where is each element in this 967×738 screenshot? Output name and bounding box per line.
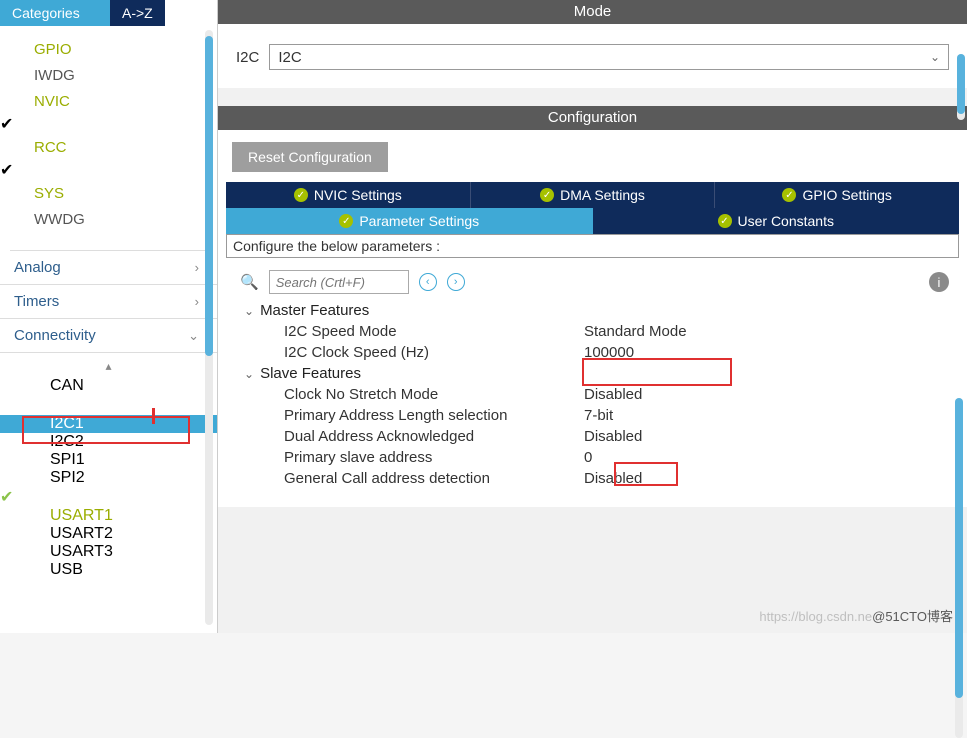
param-value: Disabled bbox=[584, 470, 642, 487]
chevron-down-icon: ⌄ bbox=[244, 304, 254, 318]
sidebar-scrollbar[interactable] bbox=[205, 30, 213, 625]
chevron-right-icon: › bbox=[195, 260, 199, 275]
group-analog[interactable]: Analog› bbox=[0, 251, 217, 285]
sidebar-item-rcc[interactable]: RCC bbox=[0, 134, 217, 160]
mode-label: I2C bbox=[236, 49, 259, 66]
param-key: Clock No Stretch Mode bbox=[284, 386, 584, 403]
check-icon: ✔ bbox=[0, 116, 13, 133]
sidebar-tabs: Categories A->Z bbox=[0, 0, 217, 26]
param-key: General Call address detection bbox=[284, 470, 584, 487]
param-key: Primary Address Length selection bbox=[284, 407, 584, 424]
mode-body: I2C I2C ⌄ bbox=[218, 24, 967, 88]
check-icon: ✔ bbox=[0, 162, 13, 179]
main-panel: Mode I2C I2C ⌄ Configuration Reset Confi… bbox=[218, 0, 967, 633]
chevron-down-icon: ⌄ bbox=[244, 367, 254, 381]
configuration-body: Reset Configuration NVIC SettingsDMA Set… bbox=[218, 130, 967, 507]
param-row[interactable]: Clock No Stretch ModeDisabled bbox=[244, 384, 949, 405]
chevron-down-icon: ⌄ bbox=[930, 50, 940, 64]
sidebar-item-can[interactable]: CAN bbox=[0, 377, 217, 395]
ok-icon bbox=[339, 214, 353, 228]
tab-parameter-settings[interactable]: Parameter Settings bbox=[226, 208, 593, 234]
param-row[interactable]: General Call address detectionDisabled bbox=[244, 468, 949, 489]
param-value: 7-bit bbox=[584, 407, 613, 424]
param-row[interactable]: Primary slave address0 bbox=[244, 447, 949, 468]
param-value: Disabled bbox=[584, 386, 642, 403]
sidebar-item-i2c2[interactable]: I2C2 bbox=[0, 433, 217, 451]
param-value: 100000 bbox=[584, 344, 634, 361]
configuration-header: Configuration bbox=[218, 106, 967, 130]
mode-header: Mode bbox=[218, 0, 967, 24]
mode-select-value: I2C bbox=[278, 49, 301, 66]
sidebar-item-nvic[interactable]: NVIC bbox=[0, 88, 217, 114]
param-group-slave-features[interactable]: ⌄Slave Features bbox=[244, 363, 949, 384]
core-list: GPIOIWDGNVIC✔RCC✔SYSWWDG bbox=[0, 26, 217, 232]
tab-nvic-settings[interactable]: NVIC Settings bbox=[226, 182, 471, 208]
sidebar-item-gpio[interactable]: GPIO bbox=[0, 36, 217, 62]
sidebar-item-wwdg[interactable]: WWDG bbox=[0, 206, 217, 232]
param-value: Disabled bbox=[584, 428, 642, 445]
ok-icon bbox=[294, 188, 308, 202]
check-icon: ✔ bbox=[0, 489, 13, 506]
tab-dma-settings[interactable]: DMA Settings bbox=[471, 182, 716, 208]
connectivity-list: ▴ CAN✔I2C1I2C2SPI1SPI2✔USART1USART2USART… bbox=[0, 353, 217, 579]
ok-icon bbox=[718, 214, 732, 228]
tab-categories[interactable]: Categories bbox=[0, 0, 110, 26]
search-prev-icon[interactable]: ‹ bbox=[419, 273, 437, 291]
sidebar-item-usb[interactable]: USB bbox=[0, 561, 217, 579]
tab-user-constants[interactable]: User Constants bbox=[593, 208, 960, 234]
ok-icon bbox=[540, 188, 554, 202]
param-group-master-features[interactable]: ⌄Master Features bbox=[244, 300, 949, 321]
mode-scrollbar[interactable] bbox=[957, 54, 965, 120]
tab-a-to-z[interactable]: A->Z bbox=[110, 0, 165, 26]
reset-configuration-button[interactable]: Reset Configuration bbox=[232, 142, 388, 172]
mode-select[interactable]: I2C ⌄ bbox=[269, 44, 949, 70]
ok-icon bbox=[782, 188, 796, 202]
param-row[interactable]: I2C Speed ModeStandard Mode bbox=[244, 321, 949, 342]
parameter-area: ⌄Master FeaturesI2C Speed ModeStandard M… bbox=[226, 300, 959, 499]
sidebar-item-iwdg[interactable]: IWDG bbox=[0, 62, 217, 88]
config-note: Configure the below parameters : bbox=[226, 234, 959, 258]
param-row[interactable]: Primary Address Length selection7-bit bbox=[244, 405, 949, 426]
param-row[interactable]: I2C Clock Speed (Hz)100000 bbox=[244, 342, 949, 363]
info-icon[interactable]: i bbox=[929, 272, 949, 292]
param-key: Dual Address Acknowledged bbox=[284, 428, 584, 445]
search-next-icon[interactable]: › bbox=[447, 273, 465, 291]
sidebar-item-usart3[interactable]: USART3 bbox=[0, 543, 217, 561]
group-connectivity[interactable]: Connectivity⌄ bbox=[0, 319, 217, 353]
check-icon: ✔ bbox=[0, 397, 13, 414]
search-input[interactable] bbox=[269, 270, 409, 294]
tab-gpio-settings[interactable]: GPIO Settings bbox=[715, 182, 959, 208]
scroll-up-icon[interactable]: ▴ bbox=[0, 359, 217, 377]
config-scrollbar[interactable] bbox=[955, 398, 963, 738]
chevron-down-icon: ⌄ bbox=[188, 328, 199, 344]
param-value: 0 bbox=[584, 449, 592, 466]
sidebar-item-i2c1[interactable]: I2C1 bbox=[0, 415, 217, 433]
sidebar-item-sys[interactable]: SYS bbox=[0, 180, 217, 206]
sidebar-item-spi2[interactable]: SPI2 bbox=[0, 469, 217, 487]
search-icon[interactable]: 🔍 bbox=[240, 273, 259, 291]
config-tabs: NVIC SettingsDMA SettingsGPIO Settings P… bbox=[226, 182, 959, 234]
search-row: 🔍 ‹ › i bbox=[226, 258, 959, 300]
param-key: I2C Speed Mode bbox=[284, 323, 584, 340]
chevron-right-icon: › bbox=[195, 294, 199, 309]
param-value: Standard Mode bbox=[584, 323, 687, 340]
sidebar-item-usart2[interactable]: USART2 bbox=[0, 525, 217, 543]
sidebar-item-usart1[interactable]: USART1 bbox=[0, 507, 217, 525]
sidebar-item-spi1[interactable]: SPI1 bbox=[0, 451, 217, 469]
annotation-tick bbox=[152, 408, 155, 424]
watermark: https://blog.csdn.ne@51CTO博客 bbox=[759, 606, 953, 625]
param-key: I2C Clock Speed (Hz) bbox=[284, 344, 584, 361]
sidebar: Categories A->Z GPIOIWDGNVIC✔RCC✔SYSWWDG… bbox=[0, 0, 218, 633]
param-row[interactable]: Dual Address AcknowledgedDisabled bbox=[244, 426, 949, 447]
param-key: Primary slave address bbox=[284, 449, 584, 466]
group-timers[interactable]: Timers› bbox=[0, 285, 217, 319]
